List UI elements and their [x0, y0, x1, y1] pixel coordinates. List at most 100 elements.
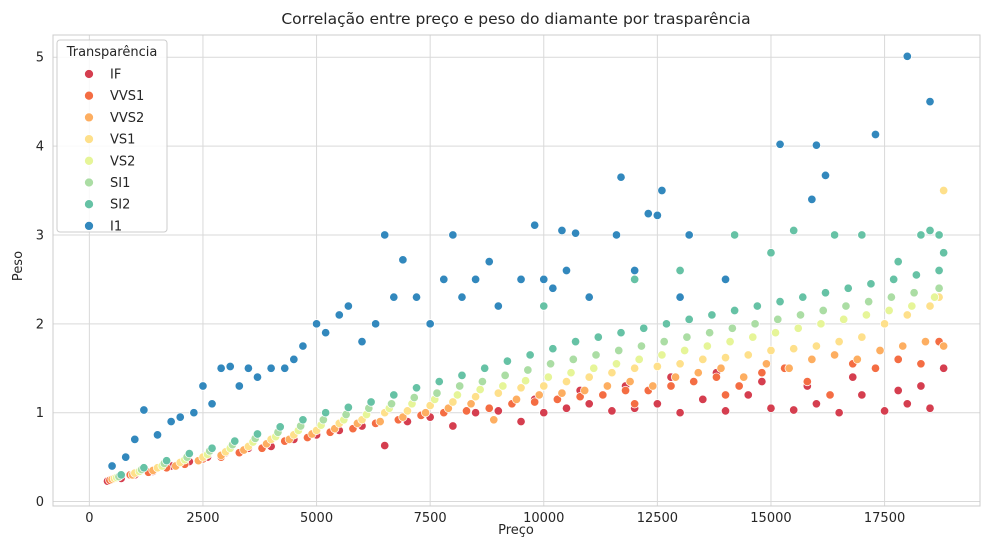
data-point — [925, 301, 935, 311]
data-point — [864, 297, 874, 307]
data-point — [471, 408, 481, 418]
data-point — [493, 406, 503, 416]
data-point — [752, 301, 762, 311]
data-point — [398, 255, 408, 265]
data-point — [816, 319, 826, 329]
data-point — [521, 376, 531, 386]
data-point — [716, 363, 726, 373]
data-point — [643, 209, 653, 219]
y-tick-label: 1 — [36, 406, 44, 421]
data-point — [893, 257, 903, 267]
data-point — [439, 274, 449, 284]
data-point — [484, 257, 494, 267]
data-point — [380, 441, 390, 451]
legend-entry: VVS2 — [110, 111, 144, 126]
data-point — [630, 399, 640, 409]
data-point — [561, 403, 572, 413]
data-point — [834, 337, 844, 347]
data-point — [743, 350, 753, 360]
data-point — [571, 228, 581, 238]
data-point — [480, 363, 490, 373]
data-point — [561, 377, 572, 387]
data-point — [266, 363, 276, 373]
data-point — [457, 370, 467, 380]
data-point — [411, 383, 422, 393]
data-point — [471, 392, 481, 402]
data-point — [321, 328, 331, 338]
data-point — [841, 301, 851, 311]
data-point — [775, 139, 785, 149]
data-point — [898, 341, 908, 351]
data-point — [252, 372, 263, 382]
data-point — [466, 399, 476, 409]
data-point — [207, 399, 217, 409]
chart-title: Correlação entre preço e peso do diamant… — [281, 10, 750, 28]
data-point — [743, 390, 753, 400]
data-point — [448, 230, 458, 240]
data-point — [386, 399, 397, 409]
data-point — [498, 381, 508, 391]
data-point — [432, 388, 442, 398]
plot-frame — [52, 34, 981, 507]
data-point — [727, 323, 737, 333]
data-point — [707, 310, 717, 320]
data-point — [530, 220, 540, 230]
data-point — [230, 436, 240, 446]
data-point — [720, 390, 731, 400]
data-point — [539, 301, 549, 311]
data-point — [375, 417, 385, 427]
data-point — [398, 412, 408, 422]
data-point — [830, 350, 840, 360]
data-point — [448, 421, 458, 431]
data-point — [589, 363, 599, 373]
data-point — [475, 385, 485, 395]
legend-entry: SI2 — [110, 198, 130, 213]
data-point — [784, 363, 794, 373]
data-point — [139, 463, 149, 473]
data-point — [457, 292, 467, 302]
data-point — [893, 354, 903, 364]
x-tick-label: 12500 — [637, 511, 678, 526]
data-point — [107, 461, 117, 471]
data-point — [857, 332, 867, 342]
x-tick-label: 2500 — [186, 511, 219, 526]
data-point — [773, 314, 783, 324]
data-point — [843, 283, 853, 293]
data-point — [757, 377, 767, 387]
data-point — [652, 210, 662, 220]
data-point — [636, 341, 647, 351]
data-point — [750, 319, 760, 329]
data-point — [539, 274, 549, 284]
y-axis-label: Peso — [11, 251, 26, 281]
data-point — [939, 341, 949, 351]
data-point — [225, 361, 235, 372]
data-point — [448, 397, 458, 407]
data-point — [798, 292, 808, 302]
data-point — [523, 365, 533, 375]
data-point — [175, 412, 185, 422]
data-point — [611, 230, 622, 240]
data-point — [866, 279, 876, 289]
data-point — [802, 377, 812, 387]
data-point — [652, 361, 662, 372]
data-point — [930, 292, 940, 302]
data-point — [425, 319, 435, 329]
data-point — [916, 381, 926, 391]
data-point — [534, 390, 544, 400]
data-point — [748, 332, 758, 342]
data-point — [889, 274, 899, 284]
data-point — [539, 408, 549, 418]
data-point — [907, 301, 917, 311]
data-point — [830, 230, 840, 240]
legend-entry: VVS1 — [110, 89, 144, 104]
data-point — [675, 359, 685, 369]
data-point — [411, 292, 422, 302]
x-tick-label: 7500 — [414, 511, 447, 526]
data-point — [657, 350, 667, 360]
data-point — [584, 292, 594, 302]
y-tick-label: 2 — [36, 317, 44, 332]
x-tick-label: 15000 — [750, 511, 791, 526]
data-point — [911, 270, 921, 280]
data-point — [602, 381, 612, 391]
